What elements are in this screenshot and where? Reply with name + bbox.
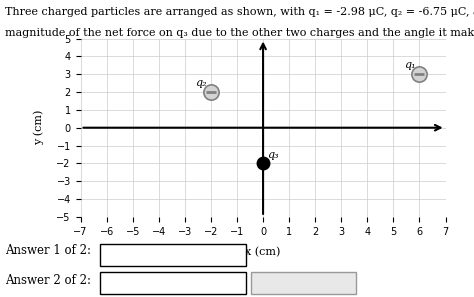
Y-axis label: y (cm): y (cm) [34,110,44,146]
Text: q₃: q₃ [267,150,279,160]
Text: Submit All Answers: Submit All Answers [252,278,355,287]
Text: q₁: q₁ [404,60,416,70]
Text: Answer 1 of 2:: Answer 1 of 2: [5,244,91,257]
Text: magnitude of the net force on q₃ due to the other two charges and the angle it m: magnitude of the net force on q₃ due to … [5,28,474,38]
Text: q₂: q₂ [195,78,207,88]
X-axis label: x (cm): x (cm) [246,247,281,257]
Text: Answer 2 of 2:: Answer 2 of 2: [5,274,91,287]
Text: Three charged particles are arranged as shown, with q₁ = -2.98 μC, q₂ = -6.75 μC: Three charged particles are arranged as … [5,7,474,18]
